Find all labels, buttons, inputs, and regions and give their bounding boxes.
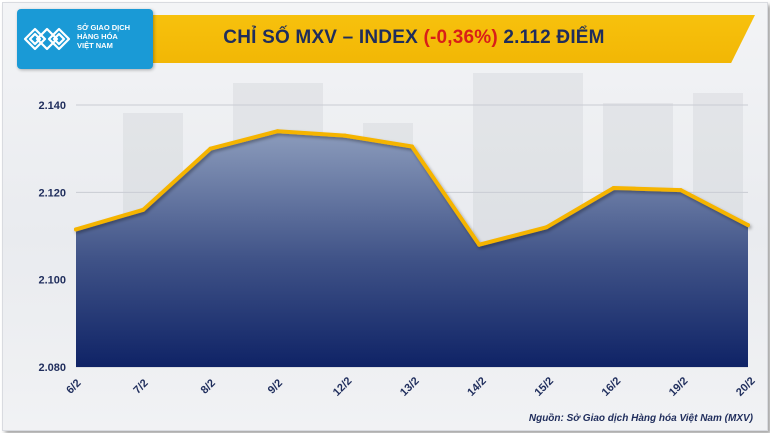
chart-title: CHỈ SỐ MXV – INDEX (-0,36%) 2.112 ĐIỂM — [73, 27, 755, 49]
data-point — [74, 227, 78, 232]
logo-line-2: HÀNG HÓA — [77, 32, 118, 41]
logo-line-3: VIỆT NAM — [77, 41, 113, 50]
x-tick-label: 7/2 — [131, 377, 150, 396]
title-suffix: 2.112 ĐIỂM — [497, 27, 605, 48]
logo-text: SỞ GIAO DỊCH HÀNG HÓA VIỆT NAM — [77, 23, 151, 50]
title-prefix: CHỈ SỐ MXV – INDEX — [223, 27, 424, 48]
data-point — [678, 188, 683, 193]
mxv-logo: SỞ GIAO DỊCH HÀNG HÓA VIỆT NAM — [17, 9, 153, 69]
index-area-fill — [76, 131, 748, 367]
y-tick-label: 2.140 — [38, 100, 66, 112]
index-area-chart: 2.080 2.100 2.120 2.140 6/2 7/2 8/2 9/2 12/2 13/… — [38, 100, 758, 399]
data-point — [275, 129, 280, 134]
data-point — [746, 223, 750, 228]
data-point — [410, 144, 414, 149]
y-tick-label: 2.100 — [38, 275, 66, 287]
x-tick-label: 13/2 — [398, 375, 422, 399]
data-point — [141, 207, 146, 212]
x-tick-label: 19/2 — [667, 375, 691, 399]
x-tick-label: 12/2 — [331, 375, 355, 399]
x-tick-label: 14/2 — [465, 375, 489, 399]
x-tick-label: 9/2 — [266, 377, 285, 396]
x-tick-label: 16/2 — [600, 375, 624, 399]
logo-line-1: SỞ GIAO DỊCH — [77, 23, 131, 32]
x-tick-label: 6/2 — [64, 377, 83, 396]
mxv-chevron-logo-icon — [23, 27, 71, 51]
title-banner: CHỈ SỐ MXV – INDEX (-0,36%) 2.112 ĐIỂM — [73, 15, 755, 63]
data-point — [342, 133, 347, 138]
x-tick-label: 8/2 — [199, 377, 218, 396]
y-tick-label: 2.120 — [38, 187, 66, 199]
data-point — [477, 242, 482, 247]
x-tick-label: 15/2 — [532, 375, 556, 399]
change-percent: (-0,36%) — [423, 27, 498, 48]
y-tick-label: 2.080 — [38, 362, 66, 374]
data-point — [208, 146, 213, 151]
source-note: Nguồn: Sở Giao dịch Hàng hóa Việt Nam (M… — [528, 413, 753, 424]
data-point — [544, 225, 549, 230]
data-point — [611, 186, 616, 190]
x-tick-label: 20/2 — [734, 375, 758, 399]
